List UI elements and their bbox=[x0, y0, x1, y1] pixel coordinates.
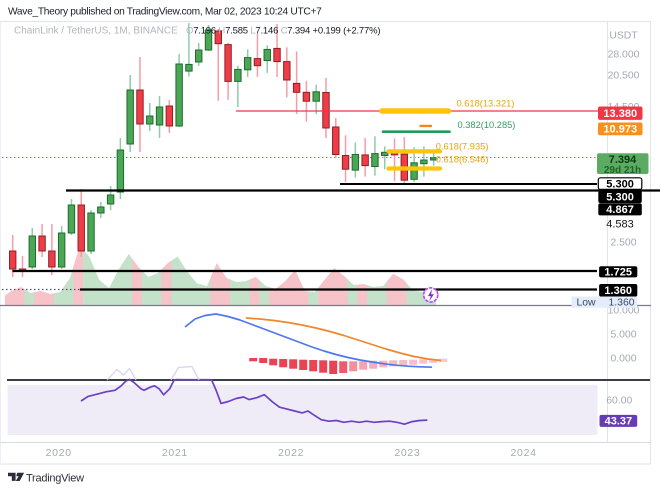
svg-text:0.618(7.935): 0.618(7.935) bbox=[436, 141, 489, 151]
svg-text:Low: Low bbox=[577, 298, 597, 309]
svg-text:0.000: 0.000 bbox=[610, 354, 636, 365]
svg-text:2023: 2023 bbox=[394, 447, 420, 459]
svg-text:29d 21h: 29d 21h bbox=[604, 165, 641, 176]
svg-text:7.394: 7.394 bbox=[609, 154, 637, 166]
svg-text:28.000: 28.000 bbox=[608, 50, 640, 61]
svg-text:1.360: 1.360 bbox=[604, 285, 632, 297]
svg-text:10.000: 10.000 bbox=[608, 306, 640, 317]
svg-text:0.382(10.285): 0.382(10.285) bbox=[458, 120, 516, 130]
svg-text:2024: 2024 bbox=[511, 447, 537, 459]
svg-text:0.618(6.546): 0.618(6.546) bbox=[436, 155, 489, 165]
svg-text:2020: 2020 bbox=[46, 447, 72, 459]
svg-text:20.500: 20.500 bbox=[608, 71, 640, 82]
svg-text:13.380: 13.380 bbox=[603, 108, 637, 120]
svg-text:60.00: 60.00 bbox=[606, 396, 632, 407]
svg-text:TradingView: TradingView bbox=[26, 473, 84, 485]
svg-text:10.973: 10.973 bbox=[603, 124, 637, 136]
svg-text:USDT: USDT bbox=[609, 31, 638, 42]
svg-text:1.360: 1.360 bbox=[609, 298, 635, 309]
svg-text:1.725: 1.725 bbox=[604, 267, 632, 279]
svg-text:5.000: 5.000 bbox=[610, 330, 636, 341]
svg-text:ChainLink / TetherUS, 1M, BINA: ChainLink / TetherUS, 1M, BINANCE bbox=[14, 26, 178, 37]
svg-text:O7.196 H7.585 L7.146 C7.394 +: O7.196 H7.585 L7.146 C7.394 +0.199 (+2.7… bbox=[186, 26, 380, 37]
svg-text:4.583: 4.583 bbox=[606, 219, 634, 231]
svg-text:43.37: 43.37 bbox=[605, 416, 633, 428]
svg-text:2021: 2021 bbox=[162, 447, 188, 459]
svg-text:5.300: 5.300 bbox=[606, 178, 634, 190]
svg-text:5.300: 5.300 bbox=[606, 192, 634, 204]
svg-text:4.867: 4.867 bbox=[606, 204, 634, 216]
svg-text:2.500: 2.500 bbox=[610, 238, 636, 249]
svg-text:2022: 2022 bbox=[278, 447, 304, 459]
svg-text:0.618(13.321): 0.618(13.321) bbox=[457, 99, 515, 109]
svg-text:Wave_Theory published on Tradi: Wave_Theory published on TradingView.com… bbox=[8, 7, 322, 18]
